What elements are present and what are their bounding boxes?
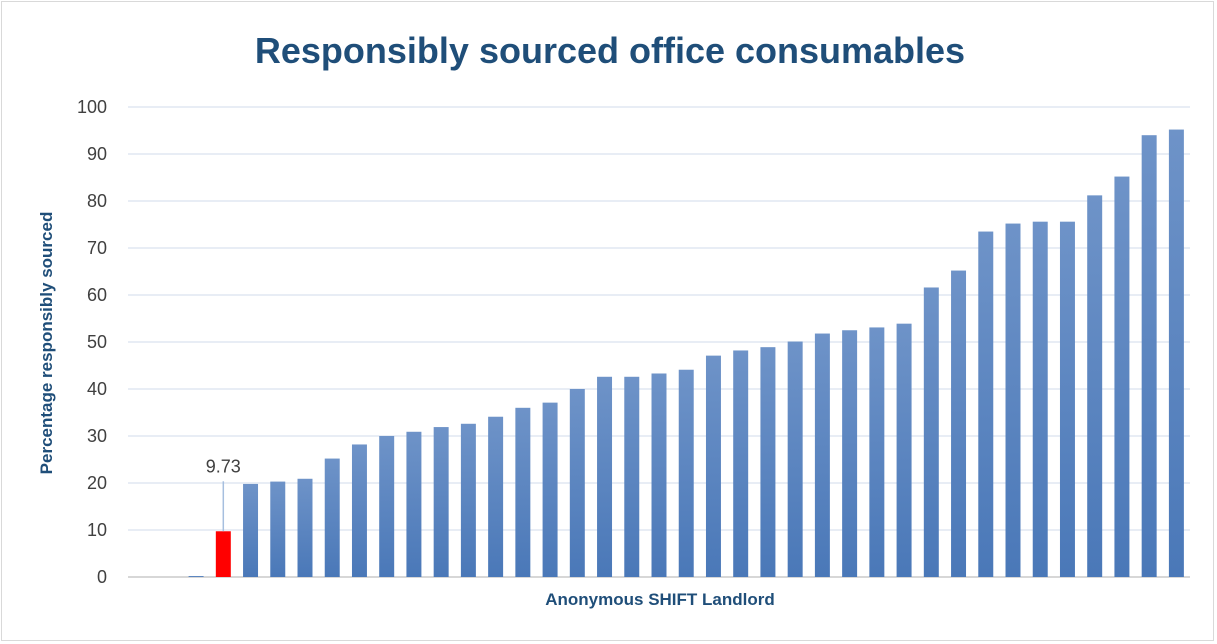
bar-highlight — [215, 531, 231, 577]
bars — [188, 129, 1184, 578]
bar — [488, 416, 504, 577]
bar — [842, 330, 858, 577]
bar — [569, 389, 585, 577]
bar — [1168, 129, 1184, 577]
chart-title: Responsibly sourced office consumables — [255, 30, 965, 71]
y-tick-label: 0 — [97, 567, 107, 587]
bar — [324, 458, 340, 577]
y-tick-label: 90 — [87, 144, 107, 164]
bar — [705, 355, 721, 577]
bar — [869, 327, 885, 577]
y-tick-label: 70 — [87, 238, 107, 258]
bar — [406, 431, 422, 577]
bar — [814, 333, 830, 577]
y-tick-label: 40 — [87, 379, 107, 399]
bar — [678, 369, 694, 577]
bar — [1032, 221, 1048, 577]
data-label: 9.73 — [206, 456, 241, 476]
bar — [760, 347, 776, 577]
bar — [651, 373, 667, 577]
y-tick-label: 10 — [87, 520, 107, 540]
bar — [433, 427, 449, 577]
y-tick-label: 20 — [87, 473, 107, 493]
bar — [460, 423, 476, 577]
y-axis-ticks: 0 10 20 30 40 50 60 70 80 90 100 — [77, 97, 107, 587]
bar — [351, 444, 367, 577]
bar — [270, 481, 286, 577]
bar — [243, 483, 259, 577]
bar — [787, 341, 803, 577]
bar — [923, 287, 939, 577]
bar — [978, 231, 994, 578]
y-tick-label: 30 — [87, 426, 107, 446]
bar — [542, 402, 558, 577]
bar — [733, 350, 749, 577]
bar — [1005, 223, 1021, 577]
bar — [515, 407, 531, 577]
bar — [1114, 176, 1130, 577]
data-labels: 9.73 — [206, 456, 241, 532]
bar — [1087, 195, 1103, 578]
bar — [188, 576, 204, 577]
bar — [624, 376, 640, 577]
x-axis-title: Anonymous SHIFT Landlord — [545, 590, 775, 609]
bar — [297, 478, 313, 577]
bar — [896, 323, 912, 577]
bar — [379, 436, 395, 577]
bar — [597, 376, 613, 577]
bar — [1141, 135, 1157, 577]
bar — [951, 270, 967, 577]
y-tick-label: 100 — [77, 97, 107, 117]
y-axis-title: Percentage responsibly sourced — [37, 212, 56, 475]
bar — [1059, 221, 1075, 577]
y-tick-label: 80 — [87, 191, 107, 211]
y-tick-label: 60 — [87, 285, 107, 305]
y-tick-label: 50 — [87, 332, 107, 352]
